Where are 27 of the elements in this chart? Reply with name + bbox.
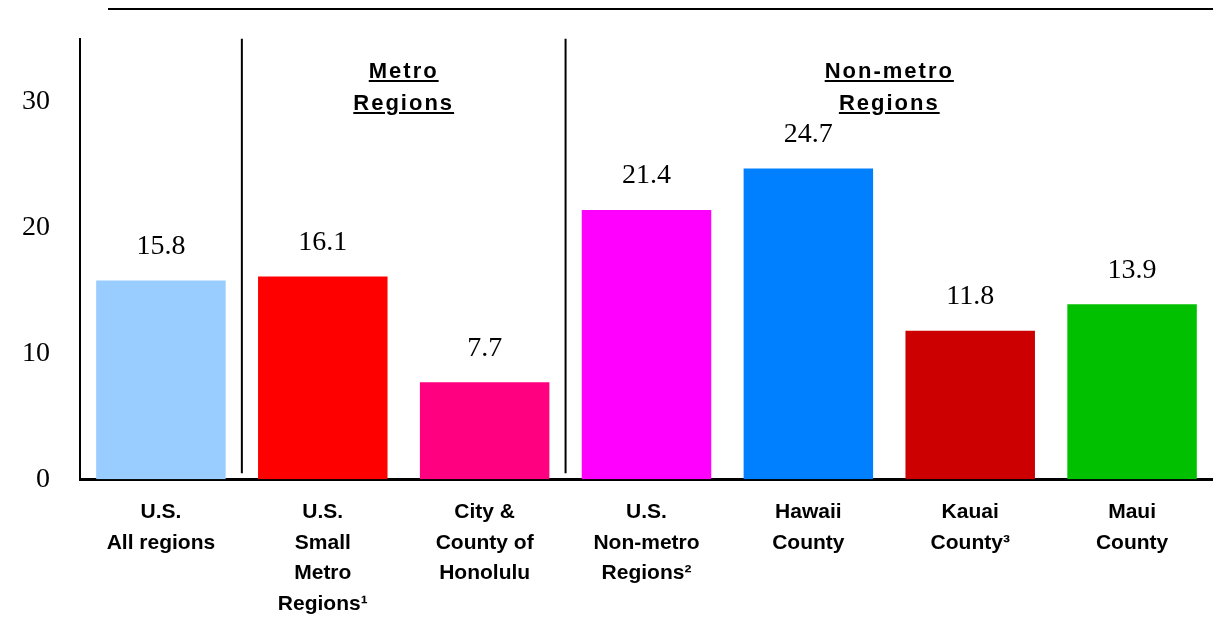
x-tick-label: U.S. Non-metro Regions² [593, 499, 700, 584]
annotation: Non-metro Regions [824, 57, 954, 115]
annotation: Metro Regions [353, 57, 455, 115]
bar [1067, 304, 1197, 480]
y-tick-label: 20 [22, 209, 50, 241]
x-tick-label: U.S. Small Metro Regions¹ [277, 499, 368, 614]
y-tick-label: 10 [22, 335, 50, 367]
data-label: 16.1 [298, 224, 348, 256]
x-tick-label: Hawaii County [772, 499, 845, 553]
bar [258, 276, 388, 480]
y-tick-label: 0 [36, 461, 50, 493]
data-label: 21.4 [622, 158, 671, 190]
data-label: 7.7 [467, 330, 503, 362]
data-label: 13.9 [1107, 252, 1157, 284]
bar [743, 168, 874, 480]
data-label: 15.8 [136, 228, 186, 260]
bar [419, 382, 550, 480]
y-tick-label: 30 [22, 84, 50, 116]
data-label: 11.8 [946, 279, 995, 311]
x-tick-label: Kauai County³ [930, 499, 1010, 553]
x-tick-label: Maui County [1095, 499, 1169, 553]
data-label: 24.7 [783, 116, 833, 148]
bar [905, 330, 1035, 480]
bar [96, 280, 226, 480]
x-tick-label: U.S. All regions [106, 499, 216, 553]
bar [581, 209, 712, 480]
x-tick-label: City & County of Honolulu [435, 499, 535, 584]
